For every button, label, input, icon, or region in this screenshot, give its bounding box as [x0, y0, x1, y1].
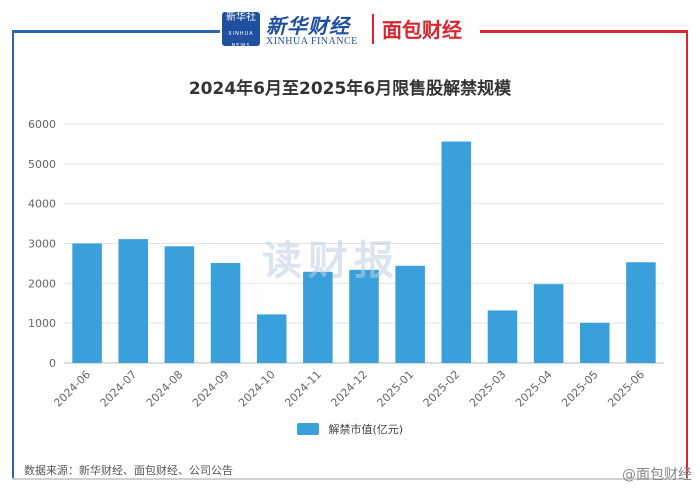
y-tick-label: 0 [49, 357, 56, 370]
frame-left-border [12, 30, 14, 480]
xinhua-finance-cn: 新华财经 [266, 14, 350, 38]
y-tick-label: 2000 [28, 277, 56, 290]
bar [395, 265, 425, 363]
x-tick-label: 2024-08 [144, 368, 186, 410]
y-tick-label: 3000 [28, 238, 56, 251]
y-tick-label: 1000 [28, 317, 56, 330]
xinhua-logo-text: 新华社 [226, 12, 256, 23]
x-tick-label: 2024-10 [236, 368, 278, 410]
frame-right-border [686, 30, 688, 480]
bar [118, 239, 148, 363]
bar [533, 284, 564, 363]
bar [487, 310, 518, 363]
y-tick-label: 4000 [28, 198, 56, 211]
watermark: 读财报 [262, 238, 400, 284]
frame-top-left-line [12, 30, 220, 33]
legend-label: 解禁市值(亿元) [328, 423, 404, 436]
x-tick-label: 2024-09 [190, 368, 232, 410]
x-tick-label: 2024-11 [282, 368, 324, 410]
x-tick-label: 2025-03 [467, 368, 509, 410]
x-tick-label: 2024-07 [98, 368, 140, 410]
x-tick-label: 2025-05 [559, 368, 601, 410]
brand-header: 新华社 XINHUA NEWS 新华财经 XINHUA FINANCE 面包财经 [222, 8, 478, 50]
y-tick-label: 6000 [28, 118, 56, 131]
x-tick-label: 2025-02 [421, 368, 463, 410]
bar [303, 271, 333, 363]
brand-separator [372, 14, 374, 44]
frame-bottom-border [12, 478, 688, 480]
bar [164, 246, 195, 363]
x-tick-label: 2025-01 [375, 368, 417, 410]
bar [626, 262, 656, 363]
chart-title: 2024年6月至2025年6月限售股解禁规模 [188, 79, 512, 99]
legend-swatch [296, 423, 319, 435]
weibo-watermark: @面包财经 [622, 467, 692, 483]
y-tick-label: 5000 [28, 158, 56, 171]
bar [256, 314, 287, 363]
x-tick-label: 2025-06 [605, 368, 647, 410]
x-tick-label: 2025-04 [513, 368, 555, 410]
bar [580, 322, 610, 363]
bar [210, 263, 241, 363]
mianbao-finance-logo: 面包财经 [382, 18, 462, 42]
x-tick-label: 2024-06 [52, 368, 94, 410]
xinhua-logo-sub: XINHUA NEWS [228, 31, 254, 49]
bar [349, 269, 379, 363]
xinhua-logo: 新华社 XINHUA NEWS [222, 12, 260, 49]
bar [72, 243, 102, 363]
chart-legend[interactable]: 解禁市值(亿元) [0, 421, 700, 437]
frame-top-right-line [480, 30, 688, 33]
x-tick-label: 2024-12 [328, 368, 370, 410]
xinhua-finance-en: XINHUA FINANCE [266, 36, 358, 47]
bar [441, 141, 472, 363]
data-source: 数据来源：新华财经、面包财经、公司公告 [24, 464, 233, 477]
